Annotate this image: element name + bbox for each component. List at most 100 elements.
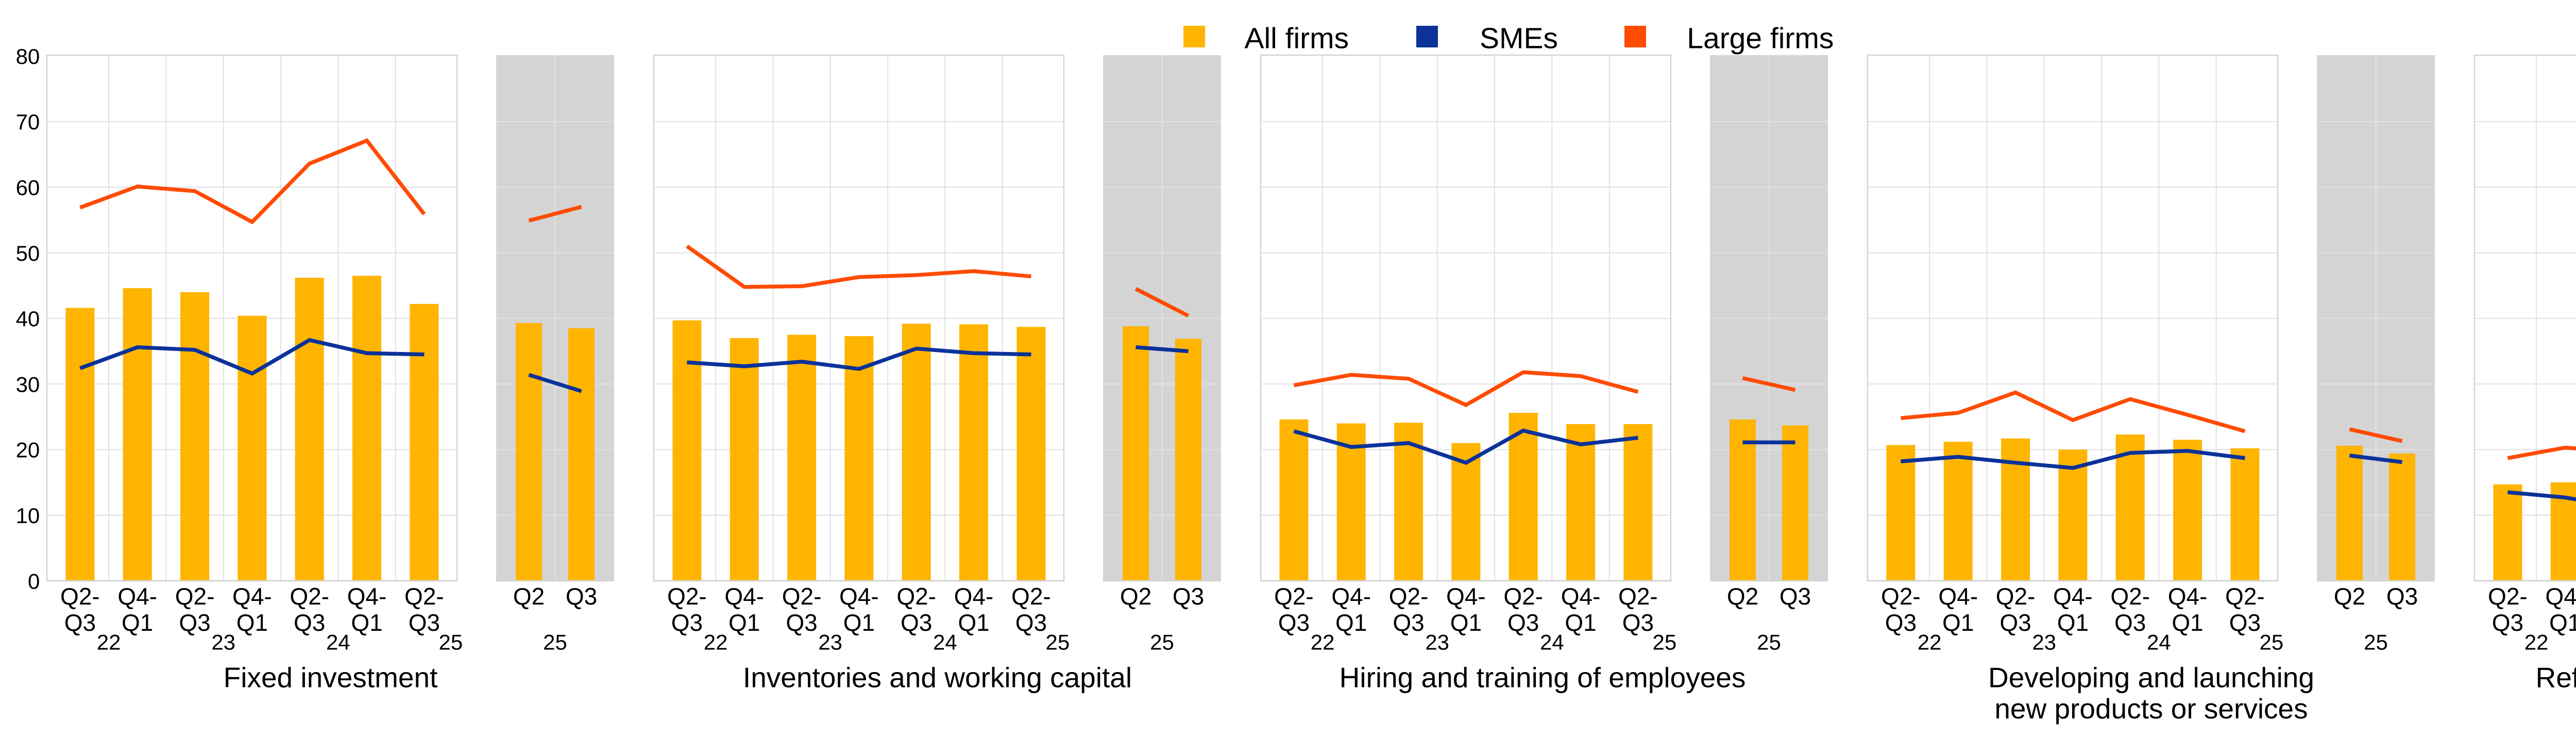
svg-text:new products or services: new products or services: [1994, 693, 2308, 725]
svg-text:Fixed investment: Fixed investment: [224, 662, 438, 694]
svg-text:Q2-: Q2-: [1881, 583, 1921, 610]
svg-text:Q2-: Q2-: [1618, 583, 1658, 610]
svg-text:Q2-: Q2-: [2488, 583, 2528, 610]
svg-text:25: 25: [543, 630, 567, 654]
svg-text:0: 0: [28, 569, 40, 593]
svg-text:Q3: Q3: [1507, 609, 1539, 636]
svg-text:Inventories and working capita: Inventories and working capital: [743, 662, 1132, 694]
svg-text:Q3: Q3: [179, 609, 210, 636]
svg-text:25: 25: [1046, 630, 1070, 654]
svg-text:Large firms: Large firms: [1687, 22, 1834, 55]
svg-text:Q3: Q3: [1278, 609, 1310, 636]
svg-text:Q3: Q3: [1622, 609, 1654, 636]
svg-text:Q4-: Q4-: [2168, 583, 2208, 610]
svg-text:Q3: Q3: [1015, 609, 1047, 636]
svg-text:60: 60: [16, 176, 40, 200]
svg-text:Q1: Q1: [351, 609, 382, 636]
svg-text:22: 22: [1918, 630, 1942, 654]
svg-text:Q3: Q3: [1885, 609, 1917, 636]
svg-text:23: 23: [1425, 630, 1449, 654]
svg-text:Q2-: Q2-: [290, 583, 329, 610]
svg-text:Q1: Q1: [2172, 609, 2203, 636]
svg-text:Hiring and training of employe: Hiring and training of employees: [1340, 662, 1746, 694]
svg-text:Q4-: Q4-: [347, 583, 387, 610]
svg-text:Q1: Q1: [958, 609, 989, 636]
svg-text:Q1: Q1: [236, 609, 268, 636]
svg-text:25: 25: [1757, 630, 1781, 654]
svg-text:Q4-: Q4-: [1938, 583, 1978, 610]
svg-text:Q2-: Q2-: [782, 583, 822, 610]
svg-text:Q2-: Q2-: [60, 583, 100, 610]
svg-text:24: 24: [1540, 630, 1564, 654]
svg-text:Q3: Q3: [786, 609, 817, 636]
svg-text:Q3: Q3: [1393, 609, 1424, 636]
svg-text:Q3: Q3: [1999, 609, 2031, 636]
svg-text:24: 24: [326, 630, 350, 654]
svg-text:24: 24: [2147, 630, 2171, 654]
svg-text:Q1: Q1: [122, 609, 153, 636]
svg-text:Q2-: Q2-: [667, 583, 707, 610]
svg-text:Q4-: Q4-: [1331, 583, 1371, 610]
svg-text:Q3: Q3: [566, 583, 597, 610]
svg-text:23: 23: [818, 630, 842, 654]
svg-text:22: 22: [1311, 630, 1335, 654]
svg-text:SMEs: SMEs: [1480, 22, 1558, 55]
svg-text:Q2-: Q2-: [1274, 583, 1314, 610]
svg-text:Q2-: Q2-: [1503, 583, 1543, 610]
svg-text:Q4-: Q4-: [724, 583, 764, 610]
svg-text:70: 70: [16, 110, 40, 134]
svg-text:Q3: Q3: [294, 609, 325, 636]
svg-text:Q3: Q3: [2492, 609, 2523, 636]
svg-text:25: 25: [2364, 630, 2388, 654]
svg-text:22: 22: [2524, 630, 2549, 654]
svg-text:Q2: Q2: [1727, 583, 1758, 610]
svg-text:Q2-: Q2-: [1996, 583, 2036, 610]
svg-text:Q1: Q1: [1942, 609, 1974, 636]
svg-text:Q4-: Q4-: [232, 583, 272, 610]
svg-text:Q3: Q3: [409, 609, 440, 636]
svg-text:23: 23: [211, 630, 235, 654]
svg-text:Q2: Q2: [2334, 583, 2365, 610]
svg-text:Q4-: Q4-: [1561, 583, 1601, 610]
svg-text:22: 22: [704, 630, 728, 654]
svg-text:All firms: All firms: [1245, 22, 1349, 55]
svg-text:Q2-: Q2-: [404, 583, 444, 610]
svg-text:Q2-: Q2-: [2225, 583, 2265, 610]
svg-text:Q4-: Q4-: [839, 583, 879, 610]
svg-text:Q4-: Q4-: [117, 583, 157, 610]
svg-text:Q1: Q1: [843, 609, 875, 636]
svg-text:20: 20: [16, 438, 40, 462]
svg-text:Q1: Q1: [2549, 609, 2576, 636]
svg-text:10: 10: [16, 504, 40, 528]
svg-text:Q2-: Q2-: [896, 583, 936, 610]
svg-text:50: 50: [16, 241, 40, 265]
svg-text:Q3: Q3: [2386, 583, 2418, 610]
svg-text:25: 25: [1150, 630, 1174, 654]
svg-text:Q3: Q3: [1173, 583, 1204, 610]
svg-text:Q4-: Q4-: [1446, 583, 1486, 610]
svg-text:80: 80: [16, 44, 40, 69]
svg-text:Q1: Q1: [1335, 609, 1367, 636]
svg-text:30: 30: [16, 372, 40, 396]
svg-text:Q2-: Q2-: [175, 583, 215, 610]
svg-text:Q4-: Q4-: [2053, 583, 2093, 610]
svg-text:Q3: Q3: [901, 609, 932, 636]
svg-text:Q3: Q3: [2229, 609, 2261, 636]
svg-text:Developing and launching: Developing and launching: [1988, 662, 2314, 694]
svg-text:40: 40: [16, 307, 40, 331]
svg-text:23: 23: [2032, 630, 2056, 654]
svg-text:Q2: Q2: [513, 583, 545, 610]
svg-text:Q1: Q1: [1565, 609, 1596, 636]
svg-text:Q2: Q2: [1120, 583, 1151, 610]
svg-text:Q2-: Q2-: [1389, 583, 1429, 610]
svg-text:Q2-: Q2-: [2110, 583, 2150, 610]
svg-text:Q2-: Q2-: [1011, 583, 1051, 610]
svg-text:Q1: Q1: [2057, 609, 2089, 636]
svg-text:Refinancing or paying off obl: Refinancing or paying off obligations: [2536, 662, 2576, 694]
svg-text:Q3: Q3: [671, 609, 703, 636]
svg-text:Q3: Q3: [64, 609, 96, 636]
svg-text:Q1: Q1: [1450, 609, 1482, 636]
svg-text:Q3: Q3: [1780, 583, 1811, 610]
svg-text:25: 25: [1653, 630, 1677, 654]
svg-text:Q4-: Q4-: [2545, 583, 2576, 610]
